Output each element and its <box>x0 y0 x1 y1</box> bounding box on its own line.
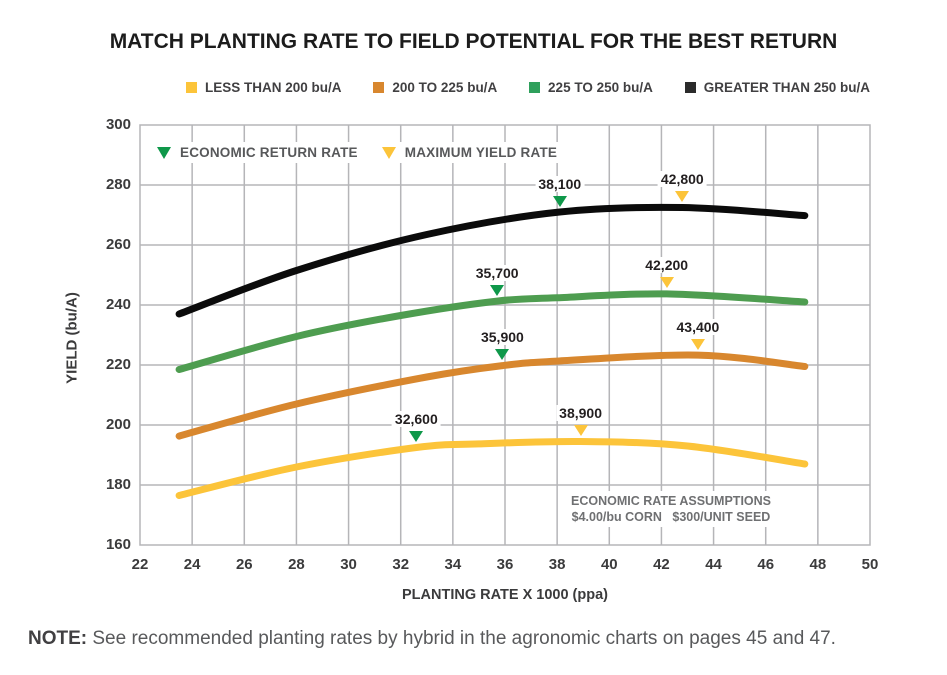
economic-return-rate-label: 35,700 <box>472 264 522 281</box>
economic-return-marker-icon <box>490 284 505 296</box>
y-tick-label: 280 <box>105 176 131 193</box>
y-tick-label: 180 <box>105 476 131 493</box>
x-tick-label: 30 <box>340 556 357 573</box>
economic-return-legend-label: ECONOMIC RETURN RATE <box>180 145 358 160</box>
y-axis-title: YIELD (bu/A) <box>63 292 81 384</box>
x-axis-title: PLANTING RATE X 1000 (ppa) <box>402 587 608 603</box>
yield-curve-greater-than-250 <box>175 203 809 318</box>
x-tick-label: 28 <box>288 556 305 573</box>
assumptions-line2: $4.00/bu CORN $300/UNIT SEED <box>571 510 771 524</box>
y-tick-label: 220 <box>105 356 131 373</box>
economic-return-rate-label: 38,100 <box>535 175 585 192</box>
plot-border <box>139 124 871 546</box>
y-tick-label: 200 <box>105 416 131 433</box>
economic-return-rate-label: 32,600 <box>391 411 441 427</box>
maximum-yield-marker-icon <box>675 191 690 202</box>
chart-title: MATCH PLANTING RATE TO FIELD POTENTIAL F… <box>109 30 838 53</box>
economic-return-rate-label: 35,900 <box>477 329 527 346</box>
y-tick-label: 160 <box>105 536 131 553</box>
y-tick-label: 300 <box>105 116 131 133</box>
assumptions-line1: ECONOMIC RATE ASSUMPTIONS <box>571 494 772 508</box>
maximum-yield-rate-label: 42,200 <box>642 257 692 274</box>
x-tick-label: 36 <box>496 556 514 573</box>
yield-curve-less-than-200 <box>175 437 809 499</box>
maximum-yield-rate-label: 42,800 <box>657 171 707 187</box>
maximum-yield-marker-icon <box>381 146 396 159</box>
x-tick-label: 32 <box>392 556 410 573</box>
legend-label: 200 TO 225 bu/A <box>392 80 498 95</box>
note: NOTE: See recommended planting rates by … <box>28 628 836 650</box>
x-tick-label: 42 <box>653 556 670 573</box>
y-tick-label: 240 <box>105 296 131 313</box>
legend-item-greater-than-250: GREATER THAN 250 bu/A <box>684 80 870 95</box>
assumptions-box: ECONOMIC RATE ASSUMPTIONS $4.00/bu CORN … <box>563 491 780 527</box>
legend-item-225-to-250: 225 TO 250 bu/A <box>529 80 653 95</box>
x-tick-label: 26 <box>235 556 253 573</box>
economic-return-marker-icon <box>409 431 424 442</box>
x-tick-label: 50 <box>861 556 879 573</box>
yield-curve-200-to-225 <box>175 351 809 440</box>
maximum-yield-marker-icon <box>573 425 588 436</box>
legend-swatch-icon <box>186 82 197 93</box>
economic-return-legend-item: ECONOMIC RETURN RATE <box>157 145 358 160</box>
x-tick-label: 38 <box>548 556 566 573</box>
maximum-yield-rate-label: 38,900 <box>556 405 606 421</box>
note-text: See recommended planting rates by hybrid… <box>87 628 836 649</box>
legend-swatch-icon <box>684 82 696 93</box>
legend-item-200-to-225: 200 TO 225 bu/A <box>373 80 497 95</box>
note-prefix: NOTE: <box>28 628 88 649</box>
series-legend: LESS THAN 200 bu/A 200 TO 225 bu/A 225 T… <box>186 80 870 95</box>
legend-label: LESS THAN 200 bu/A <box>205 80 342 95</box>
x-tick-label: 34 <box>444 556 462 573</box>
maximum-yield-legend-label: MAXIMUM YIELD RATE <box>404 145 558 160</box>
x-tick-label: 44 <box>705 556 722 573</box>
x-tick-label: 22 <box>131 556 149 573</box>
maximum-yield-marker-icon <box>659 277 674 289</box>
x-tick-label: 48 <box>809 556 827 573</box>
legend-swatch-icon <box>373 82 385 93</box>
legend-label: 225 TO 250 bu/A <box>548 80 653 95</box>
yield-curve-225-to-250 <box>175 290 809 373</box>
economic-return-marker-icon <box>495 349 510 361</box>
x-tick-label: 40 <box>600 556 618 573</box>
maximum-yield-rate-label: 43,400 <box>673 318 723 335</box>
legend-label: GREATER THAN 250 bu/A <box>703 80 870 95</box>
marker-legend: ECONOMIC RETURN RATE MAXIMUM YIELD RATE <box>153 142 568 163</box>
maximum-yield-legend-item: MAXIMUM YIELD RATE <box>381 145 558 160</box>
x-tick-label: 24 <box>183 556 201 573</box>
maximum-yield-marker-icon <box>690 338 705 350</box>
y-tick-label: 260 <box>105 236 131 253</box>
x-tick-label: 46 <box>757 556 775 573</box>
legend-swatch-icon <box>529 82 541 93</box>
economic-return-marker-icon <box>552 195 567 207</box>
legend-item-less-than-200: LESS THAN 200 bu/A <box>186 80 342 95</box>
economic-return-marker-icon <box>157 146 171 159</box>
